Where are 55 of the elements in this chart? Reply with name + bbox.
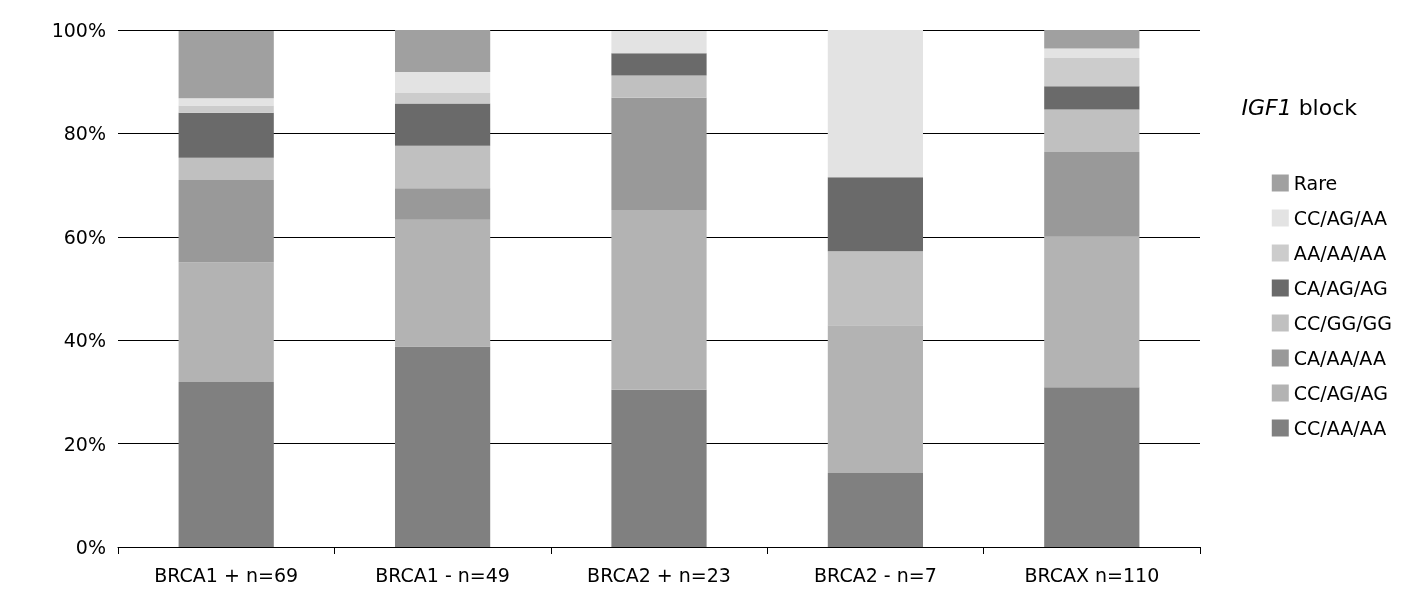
legend-label: CA/AA/AA [1293,347,1386,369]
bar [611,75,707,98]
legend-label: CC/AG/AA [1293,207,1388,229]
bar [611,209,707,390]
legend-title: IGF1 block [1241,94,1358,120]
bar [394,188,491,220]
legend-label: AA/AA/AA [1293,242,1387,264]
bar [1044,57,1140,87]
y-tick-label: 20% [63,432,106,455]
bar [1044,387,1140,547]
bar [611,53,707,76]
bar [394,346,491,547]
bar [1044,236,1140,388]
legend-label: CC/GG/GG [1293,312,1393,334]
bar [394,93,491,104]
bar [394,71,491,94]
y-tick-label: 60% [63,225,106,248]
x-tick-label: BRCAX n=110 [1024,563,1160,586]
bar [178,105,274,113]
bar [1044,109,1140,153]
bar [178,157,274,180]
y-tick-label: 40% [63,329,106,352]
legend-label: Rare [1293,172,1338,194]
bar [1044,152,1140,237]
bar [827,177,924,252]
x-tick-label: BRCA2 + n=23 [587,563,731,586]
bar [394,30,491,72]
bar [827,473,924,547]
bar [178,382,274,547]
bar [1044,48,1140,58]
x-tick-label: BRCA2 - n=7 [814,563,937,586]
legend-label: CC/AG/AG [1293,382,1388,404]
bar [178,179,274,263]
bar [611,31,707,54]
legend-label: CA/AG/AG [1293,277,1388,299]
bar [827,251,924,326]
x-tick-label: BRCA1 + n=69 [154,563,299,586]
bar [178,98,274,106]
x-tick-label: BRCA1 - n=49 [375,563,510,586]
bar [178,31,274,99]
bar [394,103,491,146]
bar [394,145,491,189]
bar [827,325,924,474]
y-tick-label: 0% [75,536,106,558]
bar [178,112,274,158]
y-tick-label: 100% [51,19,106,41]
bar [611,97,707,210]
bar [1044,86,1140,110]
bar [611,389,707,547]
bar [827,30,924,178]
bar [1044,30,1140,49]
bar [178,262,274,383]
y-tick-label: 80% [63,122,106,145]
bar [394,219,491,347]
legend-label: CC/AA/AA [1293,417,1387,439]
